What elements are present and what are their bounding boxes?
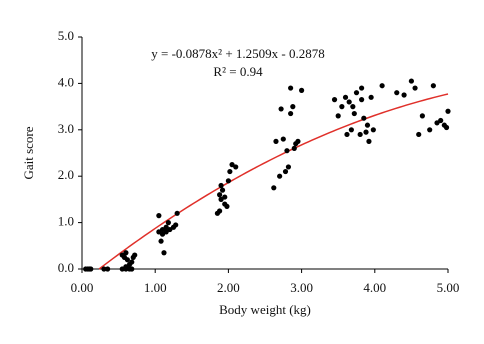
point: [339, 104, 345, 110]
point: [217, 208, 223, 214]
point: [359, 97, 365, 103]
point: [161, 250, 167, 256]
y-tick-label: 3.0: [58, 121, 74, 136]
point: [271, 185, 277, 191]
point: [342, 94, 349, 100]
point: [218, 182, 224, 189]
point: [445, 108, 451, 114]
point: [366, 138, 372, 144]
point: [351, 110, 357, 117]
point: [353, 90, 360, 96]
point: [291, 145, 297, 151]
point: [443, 124, 450, 131]
point: [129, 266, 135, 272]
x-tick-label: 0.00: [71, 280, 94, 295]
y-tick-label: 5.0: [58, 28, 74, 43]
point: [227, 168, 233, 175]
point: [282, 168, 289, 175]
point: [280, 136, 286, 142]
point: [357, 131, 363, 138]
point: [158, 238, 164, 244]
point: [427, 127, 433, 133]
point: [412, 85, 418, 91]
point: [331, 97, 338, 103]
y-axis-label: Gait score: [21, 126, 36, 179]
point: [408, 78, 414, 84]
point: [165, 220, 171, 226]
point: [123, 264, 129, 270]
y-tick-label: 0.0: [58, 260, 74, 275]
point: [225, 178, 231, 184]
trendline-equation: y = -0.0878x² + 1.2509x - 0.2878: [151, 46, 324, 61]
point: [273, 138, 279, 144]
x-tick-label: 2.00: [217, 280, 240, 295]
point: [218, 196, 224, 202]
point: [88, 266, 94, 272]
point: [288, 85, 294, 91]
point: [370, 127, 376, 133]
point: [359, 85, 365, 91]
r-squared: R² = 0.94: [213, 64, 263, 79]
point: [124, 257, 130, 263]
point: [233, 164, 239, 170]
point: [284, 148, 290, 154]
point: [219, 187, 226, 193]
point: [295, 138, 301, 144]
point: [163, 229, 169, 235]
point: [350, 104, 356, 110]
y-tick-label: 1.0: [58, 214, 74, 229]
point: [430, 83, 436, 89]
point: [401, 92, 407, 98]
point: [101, 266, 107, 272]
x-tick-label: 4.00: [363, 280, 386, 295]
point: [278, 106, 284, 112]
point: [379, 83, 385, 89]
trendline: [98, 93, 449, 270]
point: [105, 266, 111, 272]
point: [416, 131, 422, 138]
point: [129, 259, 135, 265]
point: [363, 129, 369, 135]
point: [277, 173, 283, 179]
y-tick-label: 2.0: [58, 167, 74, 182]
point: [438, 117, 444, 124]
x-tick-label: 5.00: [437, 280, 460, 295]
point: [335, 113, 341, 119]
point: [419, 113, 425, 119]
point: [224, 203, 230, 209]
point: [346, 99, 352, 105]
y-tick-label: 4.0: [58, 74, 74, 89]
point: [173, 222, 179, 228]
point: [368, 94, 374, 100]
point: [132, 252, 138, 258]
point: [290, 104, 296, 110]
point: [285, 164, 292, 170]
x-tick-label: 1.00: [144, 280, 167, 295]
point: [123, 250, 129, 256]
point: [364, 122, 371, 128]
point: [156, 213, 162, 219]
point: [344, 131, 350, 138]
point: [394, 90, 400, 96]
point: [217, 192, 223, 198]
x-axis-label: Body weight (kg): [219, 302, 311, 317]
point: [348, 127, 354, 133]
x-tick-label: 3.00: [290, 280, 313, 295]
point: [288, 110, 294, 117]
point: [361, 115, 367, 121]
point: [174, 210, 180, 216]
point: [299, 87, 305, 93]
